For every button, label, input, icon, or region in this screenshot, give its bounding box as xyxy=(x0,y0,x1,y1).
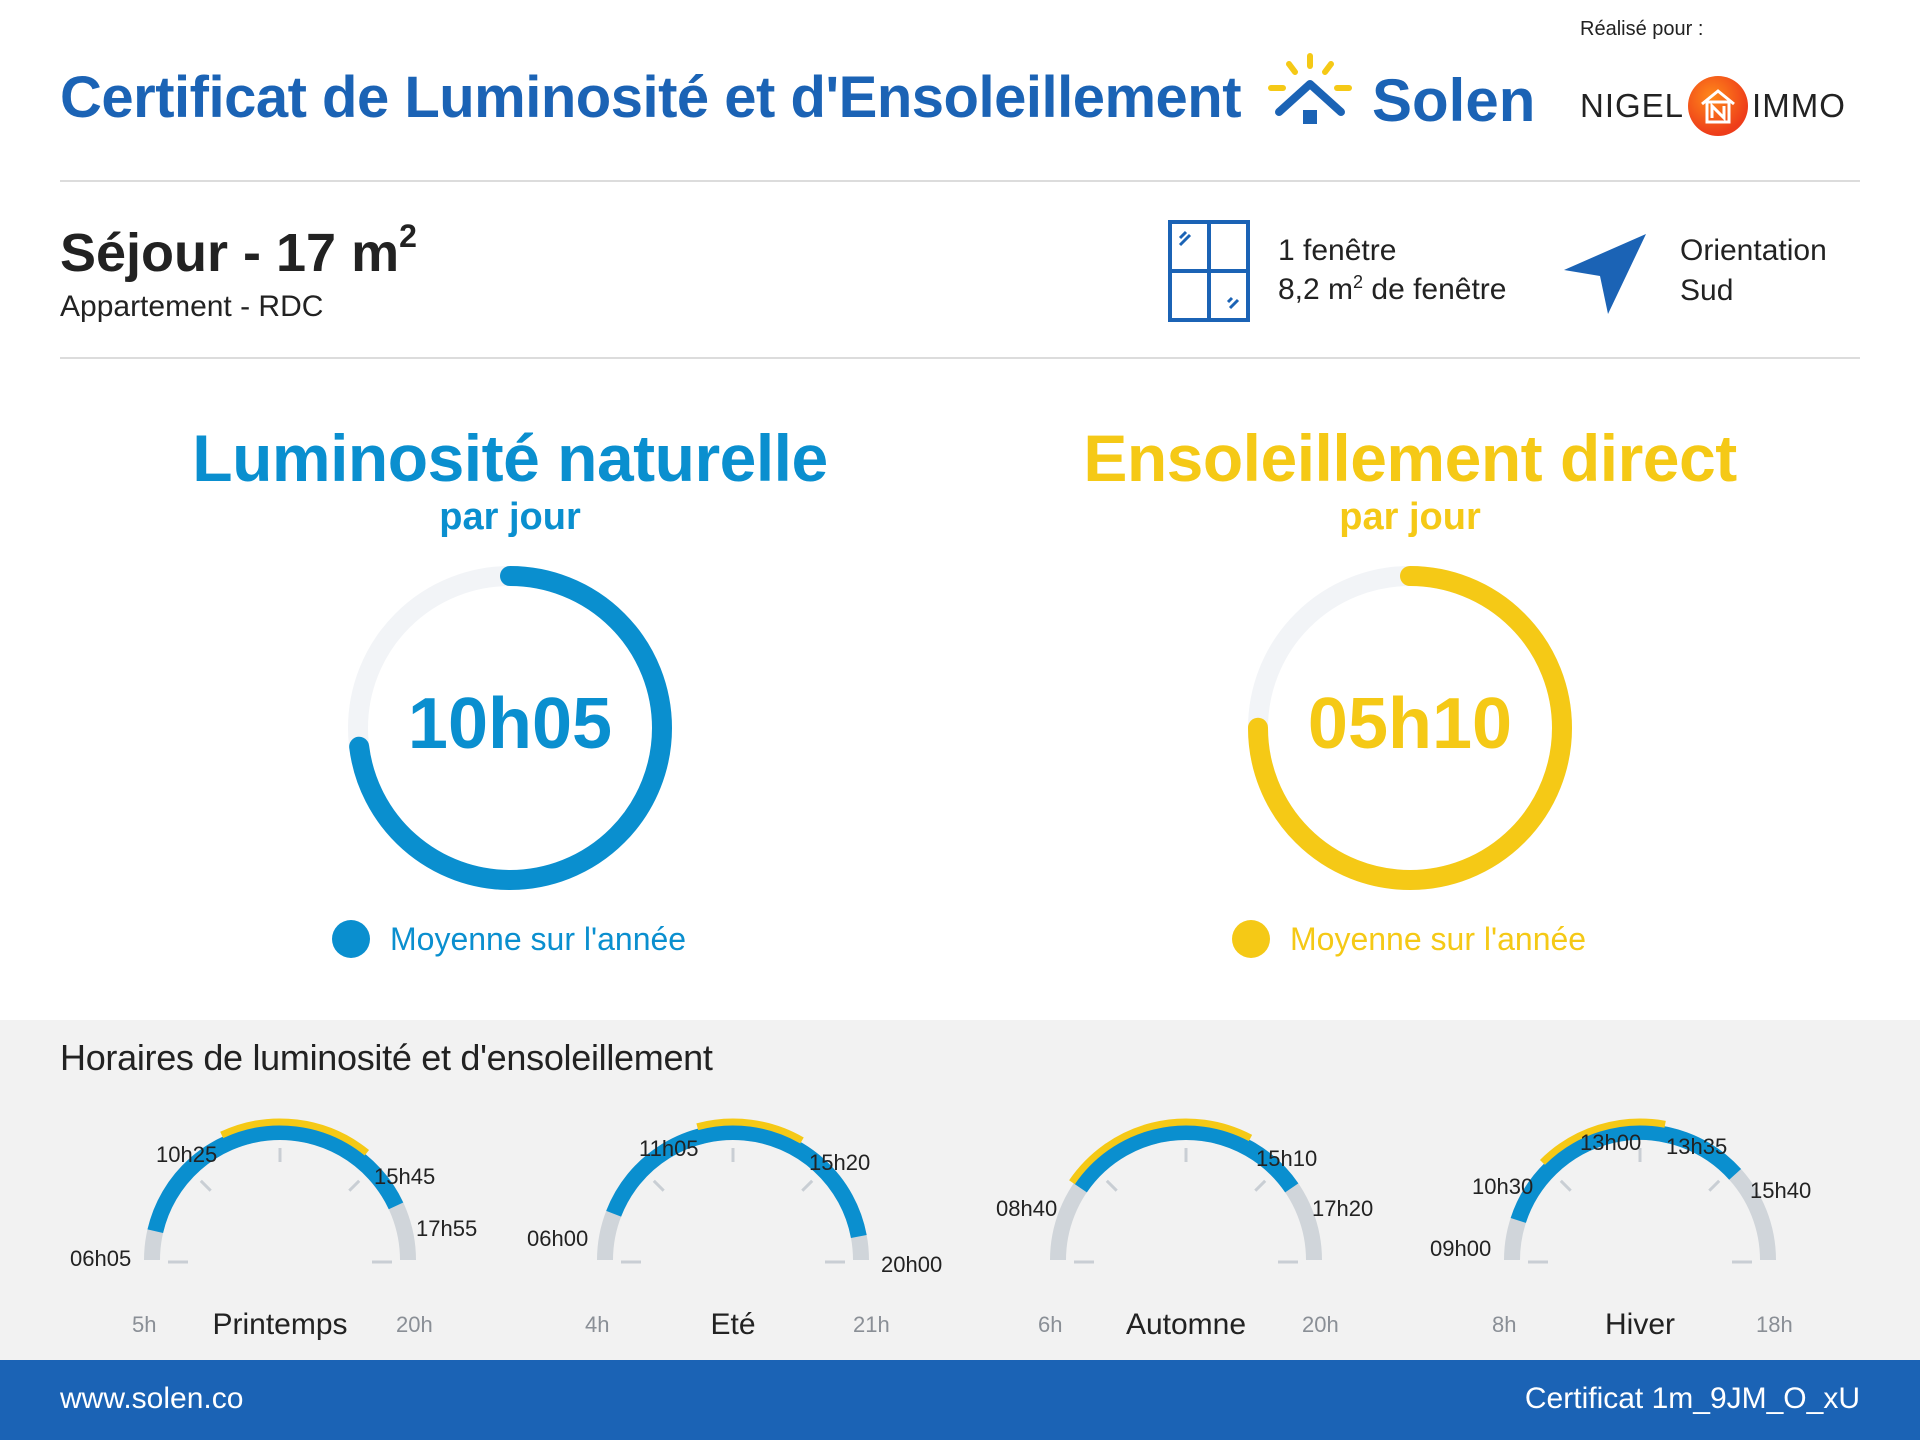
axis-start: 6h xyxy=(1038,1312,1063,1337)
luminosity-arc xyxy=(606,1124,867,1238)
season-gauge xyxy=(1050,1118,1322,1264)
season-gauge xyxy=(144,1118,416,1264)
axis-end: 20h xyxy=(396,1312,433,1337)
luminosity-legend: Moyenne sur l'année xyxy=(332,920,686,958)
divider xyxy=(60,180,1860,182)
gauge-tick xyxy=(1105,1179,1118,1192)
sun-start-label: 11h05 xyxy=(639,1136,699,1161)
luminosity-arc xyxy=(1073,1124,1299,1193)
solen-brand-name: Solen xyxy=(1372,67,1536,134)
orientation-label: Orientation xyxy=(1680,234,1827,267)
axis-end: 21h xyxy=(853,1312,890,1337)
lum-end-label: 17h55 xyxy=(416,1216,478,1241)
season-name: Eté xyxy=(710,1308,756,1341)
axis-start: 4h xyxy=(585,1312,610,1337)
gauge-tick xyxy=(348,1179,361,1192)
window-area: 8,2 m2 de fenêtre xyxy=(1278,272,1507,306)
website-link[interactable]: www.solen.co xyxy=(60,1382,244,1415)
luminosity-ring xyxy=(340,558,680,898)
lum-end-label: 20h00 xyxy=(881,1252,943,1277)
season-name: Hiver xyxy=(1604,1308,1675,1341)
sun-end-label: 15h10 xyxy=(1256,1146,1318,1171)
sun-start-label: 10h25 xyxy=(156,1142,218,1167)
sunshine-value: 05h10 xyxy=(1307,684,1513,764)
luminosity-arc xyxy=(147,1124,404,1234)
gauge-tick xyxy=(199,1179,212,1192)
sunshine-arc xyxy=(696,1118,804,1144)
client-name-right: IMMO xyxy=(1752,87,1846,124)
orientation-arrow-icon xyxy=(1560,230,1650,321)
legend-label: Moyenne sur l'année xyxy=(390,920,687,957)
season-ete: 11h05 15h20 06h00 20h00 4h 21h Eté xyxy=(523,1090,943,1360)
axis-end: 20h xyxy=(1302,1312,1339,1337)
luminosity-arc xyxy=(1510,1124,1742,1223)
sunshine-arc xyxy=(1069,1118,1253,1185)
orientation-value: Sud xyxy=(1680,274,1734,307)
room-title: Séjour - 17 m2 xyxy=(60,218,417,283)
client-badge-icon xyxy=(1688,76,1749,136)
client-logo: NIGEL IMMO xyxy=(1580,76,1846,136)
peak-label: 13h00 xyxy=(1580,1130,1642,1155)
lum-start-label: 06h00 xyxy=(527,1226,589,1251)
gauge-tick xyxy=(1708,1179,1721,1192)
axis-start: 8h xyxy=(1492,1312,1517,1337)
sunshine-legend: Moyenne sur l'année xyxy=(1232,920,1586,958)
legend-dot-icon xyxy=(1232,920,1270,958)
gauge-tick xyxy=(1254,1179,1267,1192)
season-gauge xyxy=(1504,1118,1776,1264)
solen-logo-icon xyxy=(1265,52,1355,132)
season-name: Printemps xyxy=(212,1308,348,1341)
window-count: 1 fenêtre xyxy=(1278,234,1397,267)
client-name-left: NIGEL xyxy=(1580,87,1685,124)
sunshine-ring xyxy=(1240,558,1580,898)
schedule-title: Horaires de luminosité et d'ensoleilleme… xyxy=(60,1037,713,1078)
sun-end-label: 15h20 xyxy=(809,1150,871,1175)
axis-end: 18h xyxy=(1756,1312,1793,1337)
sunshine-arc xyxy=(1539,1118,1666,1165)
lum-end-label: 17h20 xyxy=(1312,1196,1374,1221)
sun-end-label: 13h35 xyxy=(1666,1134,1728,1159)
divider xyxy=(60,357,1860,359)
lum-start-label: 09h00 xyxy=(1430,1236,1492,1261)
made-for-label: Réalisé pour : xyxy=(1580,18,1704,40)
legend-label: Moyenne sur l'année xyxy=(1290,920,1587,957)
season-gauge xyxy=(597,1118,869,1264)
sun-end-label: 15h45 xyxy=(374,1164,436,1189)
certificate-title: Certificat de Luminosité et d'Ensoleille… xyxy=(60,65,1242,130)
sun-start-label: 10h30 xyxy=(1472,1174,1534,1199)
sunshine-arc xyxy=(220,1118,370,1156)
luminosity-title: Luminosité naturelle xyxy=(192,421,828,495)
lum-end-label: 15h40 xyxy=(1750,1178,1812,1203)
certificate-id: Certificat 1m_9JM_O_xU xyxy=(1524,1382,1860,1415)
season-automne: 08h40 15h10 17h20 6h 20h Automne xyxy=(976,1090,1396,1360)
room-subtitle: Appartement - RDC xyxy=(60,290,324,323)
luminosity-subtitle: par jour xyxy=(439,496,581,538)
gauge-tick xyxy=(1559,1179,1572,1192)
season-printemps: 10h25 15h45 06h05 17h55 5h 20h Printemps xyxy=(70,1090,490,1360)
gauge-tick xyxy=(652,1179,665,1192)
schedule-section xyxy=(0,1020,1920,1360)
window-icon xyxy=(1168,220,1250,327)
sun-start-label: 08h40 xyxy=(996,1196,1058,1221)
sunshine-arc xyxy=(1248,566,1572,890)
legend-dot-icon xyxy=(332,920,370,958)
axis-start: 5h xyxy=(132,1312,157,1337)
luminosity-value: 10h05 xyxy=(407,684,613,764)
sunshine-title: Ensoleillement direct xyxy=(1083,421,1737,495)
lum-start-label: 06h05 xyxy=(70,1246,132,1271)
gauge-tick xyxy=(801,1179,814,1192)
season-name: Automne xyxy=(1125,1308,1247,1341)
sunshine-subtitle: par jour xyxy=(1339,496,1481,538)
footer-bar xyxy=(0,1360,1920,1440)
luminosity-arc xyxy=(348,566,672,890)
season-hiver: 13h00 13h35 10h30 15h40 09h00 8h 18h Hiv… xyxy=(1430,1090,1850,1360)
